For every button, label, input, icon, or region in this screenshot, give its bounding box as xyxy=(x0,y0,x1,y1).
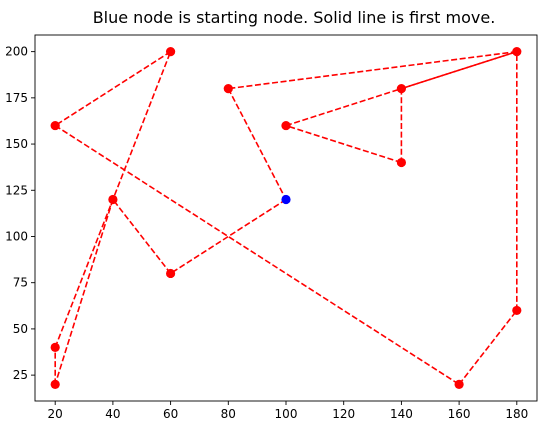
graph-node xyxy=(50,120,60,131)
start-node xyxy=(281,194,291,205)
x-tick-label: 180 xyxy=(505,407,528,421)
graph-node xyxy=(165,268,176,279)
path-edge xyxy=(170,198,287,275)
chart-title: Blue node is starting node. Solid line i… xyxy=(93,8,496,27)
chart-axes: 20 40 60 80 100 120 140 160 180 25 50 75 100 125 150 17… xyxy=(5,34,538,421)
x-tick-label: 20 xyxy=(48,407,63,421)
y-tick-label: 125 xyxy=(5,183,28,197)
x-tick-label: 140 xyxy=(390,407,413,421)
graph-node xyxy=(223,84,233,94)
graph-node xyxy=(165,47,176,57)
x-tick-label: 80 xyxy=(221,407,236,421)
y-tick-label: 100 xyxy=(5,229,28,243)
path-edge xyxy=(54,50,172,127)
graph-node xyxy=(396,84,407,94)
x-tick-label: 40 xyxy=(105,407,120,421)
path-edge xyxy=(458,309,518,385)
graph-node xyxy=(396,157,407,168)
graph-node xyxy=(512,47,522,57)
x-tick-label: 120 xyxy=(332,407,355,421)
path-edge xyxy=(228,50,517,90)
x-tick-label: 160 xyxy=(448,407,471,421)
path-edge xyxy=(54,199,114,385)
graph-node xyxy=(512,305,522,316)
graph-node xyxy=(50,342,60,352)
graph-node xyxy=(454,379,464,389)
graph-node xyxy=(50,379,60,389)
path-edge xyxy=(54,124,460,386)
y-tick-label: 175 xyxy=(5,91,28,105)
x-tick-label: 100 xyxy=(275,407,298,421)
path-edge xyxy=(285,124,402,164)
graph-node xyxy=(108,194,118,205)
y-tick-label: 200 xyxy=(5,45,28,59)
y-tick-label: 25 xyxy=(13,368,28,382)
path-edges xyxy=(54,50,518,386)
graph-node xyxy=(281,120,291,131)
graph-nodes xyxy=(50,47,522,389)
path-edge xyxy=(112,199,172,274)
y-tick-label: 75 xyxy=(13,276,28,290)
y-tick-label: 150 xyxy=(5,137,28,151)
path-edge xyxy=(227,88,287,200)
y-tick-label: 50 xyxy=(13,322,28,336)
x-tick-label: 60 xyxy=(163,407,178,421)
